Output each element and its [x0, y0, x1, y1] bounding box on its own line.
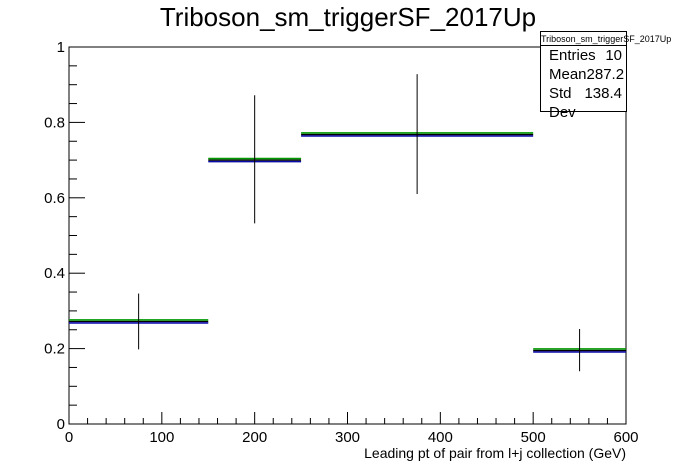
stats-label: Entries	[549, 47, 596, 64]
stats-box-header: Triboson_sm_triggerSF_2017Up	[541, 34, 672, 46]
y-tick-label: 1	[57, 39, 65, 56]
x-tick-label: 600	[613, 429, 638, 446]
stats-label: Std Dev	[549, 85, 576, 121]
y-tick-label: 0.8	[44, 114, 65, 131]
stats-row-entries: Entries 10	[541, 46, 626, 65]
stats-box: Triboson_sm_triggerSF_2017Up Entries 10 …	[540, 31, 672, 121]
x-tick-label: 500	[521, 429, 546, 446]
x-tick-label: 300	[335, 429, 360, 446]
x-tick-label: 400	[428, 429, 453, 446]
y-tick-label: 0.2	[44, 341, 65, 358]
stats-value: 10	[605, 47, 622, 64]
x-tick-label: 0	[65, 429, 73, 446]
stats-row-mean: Mean 287.2	[541, 65, 626, 84]
x-axis-label: Leading pt of pair from l+j collection (…	[364, 445, 626, 461]
x-tick-label: 200	[242, 429, 267, 446]
stats-value: 138.4	[584, 85, 622, 102]
stats-row-stddev: Std Dev 138.4	[541, 84, 626, 121]
stats-label: Mean	[549, 66, 587, 83]
y-tick-label: 0	[57, 416, 65, 433]
chart-title: Triboson_sm_triggerSF_2017Up	[159, 2, 537, 32]
y-tick-label: 0.4	[44, 265, 65, 282]
stats-value: 287.2	[586, 66, 625, 83]
y-tick-label: 0.6	[44, 190, 65, 207]
x-tick-label: 100	[149, 429, 174, 446]
